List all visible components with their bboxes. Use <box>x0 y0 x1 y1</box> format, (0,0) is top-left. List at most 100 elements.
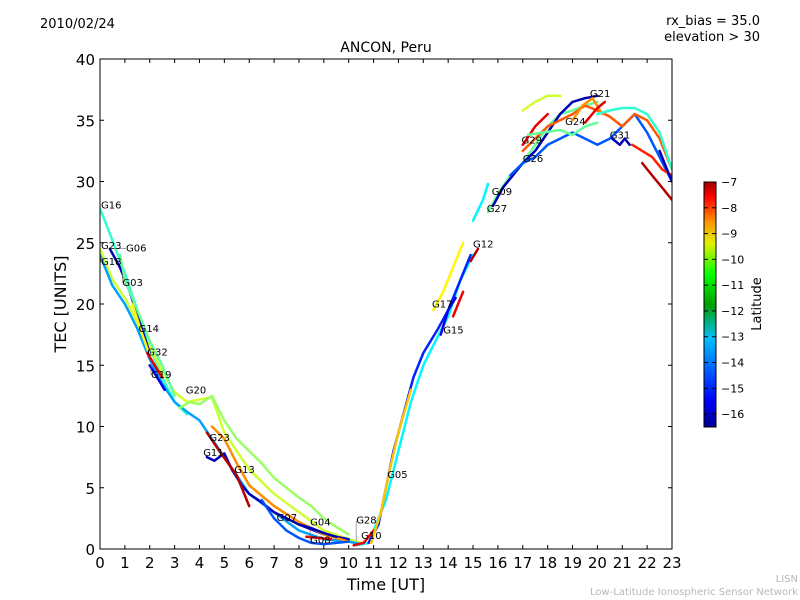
series-g17 <box>432 241 465 312</box>
series-g24b <box>526 121 599 137</box>
sat-label-g20: G20 <box>186 385 206 396</box>
colorbar-gradient <box>703 181 717 428</box>
sat-label-g27: G27 <box>487 204 507 215</box>
colorbar-tick-label: −10 <box>721 253 744 266</box>
sat-label-g10: G10 <box>361 531 381 542</box>
sat-label-g32: G32 <box>147 347 167 358</box>
chart-title: ANCON, Peru <box>340 40 431 56</box>
series-g03 <box>118 253 176 398</box>
x-tick-label: 12 <box>389 554 408 572</box>
series-g23 <box>100 247 363 545</box>
colorbar-tick-label: −9 <box>721 228 737 241</box>
series-g31b <box>630 143 672 177</box>
series-g13b <box>205 431 251 508</box>
series-g04 <box>297 523 338 539</box>
colorbar-tick-label: −14 <box>721 357 744 370</box>
sat-label-g07: G07 <box>277 513 297 524</box>
sat-label-g17: G17 <box>432 300 452 311</box>
y-tick-label: 35 <box>76 112 95 130</box>
x-tick-label: 20 <box>588 554 607 572</box>
colorbar-tick-label: −16 <box>721 408 744 421</box>
x-tick-label: 1 <box>120 554 130 572</box>
credit-short: LISN <box>775 574 798 585</box>
satellite-labels: G16 G23 G18 G06 G03 G14 G32 G19 G20 G23 G11 G13 G07 G… <box>101 89 630 546</box>
credit-long: Low-Latitude Ionospheric Sensor Network <box>590 587 798 598</box>
series-g32 <box>146 351 164 379</box>
sat-label-g15: G15 <box>443 325 463 336</box>
date-label: 2010/02/24 <box>40 17 115 32</box>
sat-label-g11: G11 <box>203 448 223 459</box>
sat-label-g12: G12 <box>473 240 493 251</box>
series-g12 <box>469 247 480 263</box>
colorbar: −7 −8 −9 −10 −11 −12 −13 −14 −15 −16 Latitude <box>703 176 765 428</box>
sat-label-g16: G16 <box>101 200 121 211</box>
axes: 0 1 2 3 4 5 6 7 8 9 10 11 12 13 14 15 16 17 18 19 20 21 22 2305… <box>76 51 682 572</box>
series-g31 <box>611 137 631 147</box>
x-tick-label: 2 <box>145 554 155 572</box>
rx-bias-label: rx_bias = 35.0 <box>666 14 760 29</box>
x-tick-label: 16 <box>488 554 507 572</box>
y-tick-label: 25 <box>76 235 95 253</box>
x-tick-label: 23 <box>662 554 681 572</box>
y-tick-label: 5 <box>85 480 95 498</box>
series-layer <box>100 94 672 547</box>
series-g18 <box>100 253 363 546</box>
colorbar-tick-label: −7 <box>721 176 737 189</box>
x-tick-label: 3 <box>170 554 180 572</box>
sat-label-g29: G29 <box>522 136 542 147</box>
sat-label-g13: G13 <box>234 465 254 476</box>
series-g26 <box>509 112 672 183</box>
plot-frame <box>99 58 673 550</box>
x-tick-label: 14 <box>439 554 458 572</box>
x-tick-label: 21 <box>613 554 632 572</box>
sat-label-g08: G08 <box>310 535 330 546</box>
sat-label-g09: G09 <box>492 187 512 198</box>
sat-label-g04: G04 <box>310 518 330 529</box>
series-g15b <box>439 296 457 336</box>
settings-info: rx_bias = 35.0 elevation > 30 <box>664 14 760 46</box>
sat-label-g28: G28 <box>356 516 376 527</box>
sat-label-g23: G23 <box>209 433 229 444</box>
elevation-label: elevation > 30 <box>664 30 760 45</box>
y-tick-label: 0 <box>85 541 95 559</box>
series-g22 <box>640 161 672 202</box>
x-tick-label: 7 <box>269 554 279 572</box>
series-g20 <box>178 394 350 536</box>
series-g08 <box>305 535 333 541</box>
series-g12b <box>471 182 490 222</box>
colorbar-tick-label: −15 <box>721 382 744 395</box>
series-g29 <box>521 104 672 171</box>
colorbar-tick-label: −11 <box>721 279 744 292</box>
sat-label-g14: G14 <box>139 324 159 335</box>
x-tick-label: 17 <box>513 554 532 572</box>
credit: LISN Low-Latitude Ionospheric Sensor Net… <box>590 573 798 599</box>
sat-label-g23: G23 <box>101 241 121 252</box>
sat-label-g06: G06 <box>126 243 146 254</box>
series-g19 <box>148 364 166 392</box>
series-g31c <box>596 106 672 171</box>
sat-label-g21: G21 <box>590 89 610 100</box>
sat-label-g19: G19 <box>151 370 171 381</box>
x-tick-label: 5 <box>220 554 230 572</box>
colorbar-label: Latitude <box>750 277 765 331</box>
x-tick-label: 13 <box>414 554 433 572</box>
y-tick-label: 15 <box>76 357 95 375</box>
x-tick-label: 6 <box>244 554 254 572</box>
y-tick-label: 20 <box>76 296 95 314</box>
x-tick-label: 10 <box>339 554 358 572</box>
x-tick-label: 4 <box>195 554 205 572</box>
x-tick-label: 15 <box>463 554 482 572</box>
series-g22b <box>658 149 672 183</box>
y-tick-label: 10 <box>76 419 95 437</box>
x-tick-label: 11 <box>364 554 383 572</box>
sat-label-g03: G03 <box>122 278 142 289</box>
x-tick-label: 9 <box>319 554 329 572</box>
x-tick-label: 19 <box>563 554 582 572</box>
series-g14 <box>131 302 151 357</box>
series-g05b <box>369 388 413 545</box>
y-tick-label: 40 <box>76 51 95 69</box>
sat-label-g31: G31 <box>610 131 630 142</box>
label-leaders <box>99 248 357 542</box>
x-axis-label: Time [UT] <box>346 575 425 594</box>
